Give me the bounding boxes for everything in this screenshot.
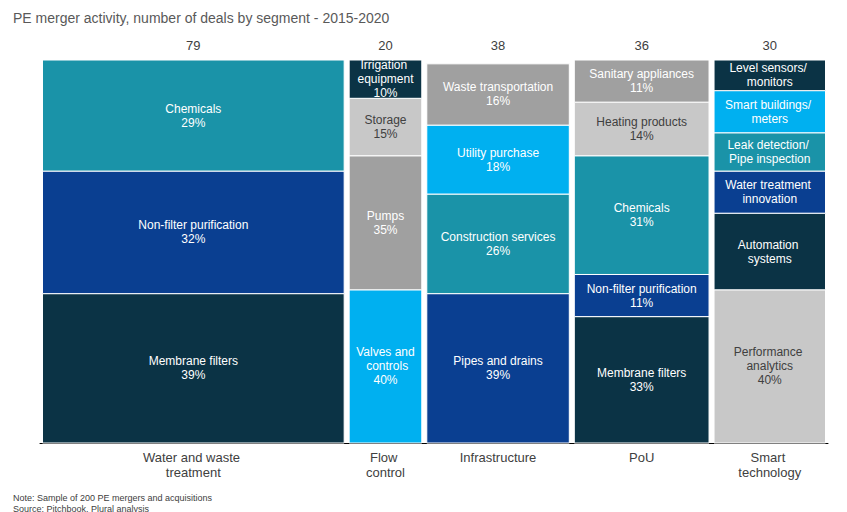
svg-text:Utility purchase: Utility purchase [457,146,539,160]
svg-text:10%: 10% [373,86,397,100]
svg-text:40%: 40% [758,373,782,387]
svg-text:innovation: innovation [742,192,797,206]
svg-text:30: 30 [763,38,777,53]
svg-text:35%: 35% [373,223,397,237]
svg-text:Performance: Performance [734,345,806,359]
svg-text:26%: 26% [486,244,510,258]
svg-text:meters: meters [751,112,788,126]
svg-text:Heating products: Heating products [596,115,687,129]
svg-text:79: 79 [186,38,200,53]
svg-text:Valves and: Valves and [356,345,414,359]
svg-text:29%: 29% [181,116,205,130]
svg-text:Infrastructure: Infrastructure [460,450,537,465]
svg-text:39%: 39% [486,368,510,382]
svg-text:Water treatment: Water treatment [725,178,814,192]
svg-text:38: 38 [491,38,505,53]
svg-text:18%: 18% [486,160,510,174]
svg-text:36: 36 [634,38,648,53]
svg-text:39%: 39% [181,368,205,382]
svg-text:Sanitary appliances: Sanitary appliances [589,67,694,81]
svg-text:PE merger activity, number of: PE merger activity, number of deals by s… [13,10,390,26]
svg-text:Membrane filters: Membrane filters [597,366,686,380]
svg-text:Note: Sample of 200 PE mergers: Note: Sample of 200 PE mergers and acqui… [13,493,213,503]
svg-text:Smart: Smart [751,450,789,465]
svg-text:Automation: Automation [738,238,802,252]
svg-text:Level sensors/: Level sensors/ [729,61,810,75]
svg-text:Construction services: Construction services [441,230,556,244]
svg-text:33%: 33% [630,380,654,394]
svg-text:Chemicals: Chemicals [614,201,670,215]
svg-text:Chemicals: Chemicals [165,102,221,116]
svg-text:Membrane filters: Membrane filters [149,354,238,368]
svg-text:control: control [366,465,405,480]
svg-text:Pipe inspection: Pipe inspection [729,152,810,166]
svg-text:monitors: monitors [747,75,793,89]
svg-text:PoU: PoU [629,450,654,465]
svg-text:11%: 11% [630,296,653,310]
svg-text:Non-filter purification: Non-filter purification [587,282,697,296]
svg-text:technology: technology [738,465,801,480]
svg-text:14%: 14% [630,129,654,143]
svg-text:31%: 31% [630,215,654,229]
svg-text:Non-filter purification: Non-filter purification [138,218,248,232]
svg-text:equipment: equipment [357,72,414,86]
svg-text:Waste transportation: Waste transportation [443,80,553,94]
svg-text:systems: systems [748,252,792,266]
svg-text:20: 20 [378,38,392,53]
svg-text:Water and waste: Water and waste [143,450,244,465]
svg-text:40%: 40% [373,373,397,387]
svg-text:Pipes and drains: Pipes and drains [453,354,542,368]
svg-text:treatment: treatment [166,465,221,480]
svg-text:Flow: Flow [370,450,401,465]
svg-text:15%: 15% [373,127,397,141]
svg-text:Leak detection/: Leak detection/ [727,138,812,152]
svg-text:16%: 16% [486,94,510,108]
svg-text:controls: controls [363,359,408,373]
svg-text:Storage: Storage [364,113,406,127]
svg-text:32%: 32% [181,232,205,246]
svg-text:11%: 11% [630,81,653,95]
svg-text:Pumps: Pumps [367,209,404,223]
svg-text:Irrigation: Irrigation [360,58,410,72]
svg-text:Smart buildings/: Smart buildings/ [725,98,814,112]
svg-text:analytics: analytics [746,359,793,373]
svg-text:Source: Pitchbook, Plural anal: Source: Pitchbook, Plural analysis [13,504,150,512]
